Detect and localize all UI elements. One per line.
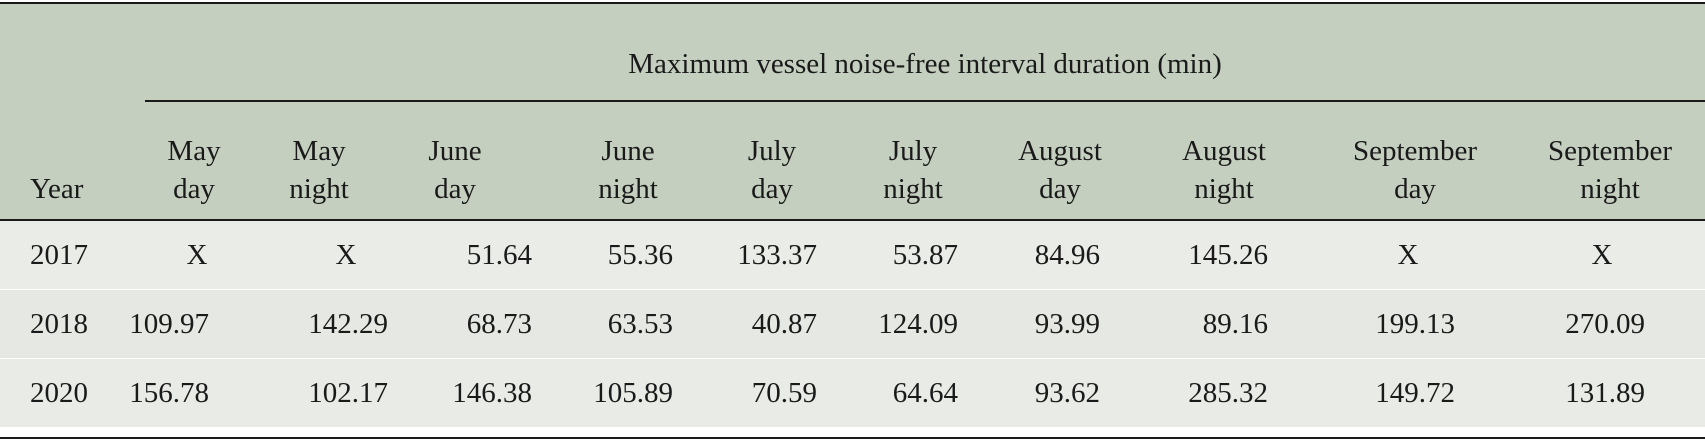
table-row: 2020 156.78 102.17 146.38 105.89 70.59 6… — [0, 359, 1705, 427]
table-cell: 55.36 — [607, 239, 673, 271]
table-cell: 285.32 — [1188, 377, 1268, 409]
table-cell: 102.17 — [308, 377, 388, 409]
table-cell: 145.26 — [1188, 239, 1268, 271]
table-cell: 63.53 — [607, 308, 673, 340]
table-cell: X — [1397, 239, 1419, 271]
table-bottom-rule — [0, 437, 1705, 439]
table-cell: 131.89 — [1565, 377, 1645, 409]
column-header-june-night: June night — [598, 135, 658, 205]
table-cell: 109.97 — [129, 308, 209, 340]
table-cell: 53.87 — [892, 239, 958, 271]
table-cell: X — [335, 239, 357, 271]
table-cell: 93.62 — [1034, 377, 1100, 409]
table-cell: 40.87 — [751, 308, 817, 340]
column-header-august-night: August night — [1182, 135, 1266, 205]
table-cell: 51.64 — [466, 239, 532, 271]
column-header-july-night: July night — [883, 135, 943, 205]
table-cell: 199.13 — [1375, 308, 1455, 340]
column-header-september-night: September night — [1547, 135, 1672, 205]
table-cell: 105.89 — [593, 377, 673, 409]
column-header-july-day: July day — [747, 135, 797, 205]
table-cell: 64.64 — [892, 377, 958, 409]
table-cell: X — [186, 239, 208, 271]
table-cell: 142.29 — [308, 308, 388, 340]
table-cell: 93.99 — [1034, 308, 1100, 340]
table-cell: 146.38 — [452, 377, 532, 409]
table-cell: 156.78 — [129, 377, 209, 409]
table-cell: 68.73 — [466, 308, 532, 340]
table-cell: 133.37 — [737, 239, 817, 271]
year-cell: 2018 — [30, 308, 88, 340]
table-row: 2017 X X 51.64 55.36 133.37 53.87 84.96 … — [0, 221, 1705, 289]
table-cell: 70.59 — [751, 377, 817, 409]
table-top-rule — [0, 2, 1705, 4]
group-title: Maximum vessel noise-free interval durat… — [628, 48, 1222, 80]
year-cell: 2020 — [30, 377, 88, 409]
table-header: Maximum vessel noise-free interval durat… — [0, 4, 1705, 219]
header-bottom-rule — [0, 219, 1705, 221]
table-cell: X — [1591, 239, 1613, 271]
row-separator — [0, 289, 1705, 290]
table-cell: 270.09 — [1565, 308, 1645, 340]
column-header-august-day: August day — [1018, 135, 1102, 205]
year-column-header: Year — [30, 173, 84, 205]
column-header-september-day: September day — [1352, 135, 1477, 205]
group-title-rule — [145, 100, 1705, 102]
column-header-may-day: May day — [167, 135, 221, 205]
table-cell: 84.96 — [1034, 239, 1100, 271]
table-cell: 89.16 — [1202, 308, 1268, 340]
table-row: 2018 109.97 142.29 68.73 63.53 40.87 124… — [0, 290, 1705, 358]
row-separator — [0, 358, 1705, 359]
year-cell: 2017 — [30, 239, 88, 271]
table-cell: 149.72 — [1375, 377, 1455, 409]
table-cell: 124.09 — [878, 308, 958, 340]
column-header-may-night: May night — [289, 135, 349, 205]
column-header-june-day: June day — [428, 135, 482, 205]
